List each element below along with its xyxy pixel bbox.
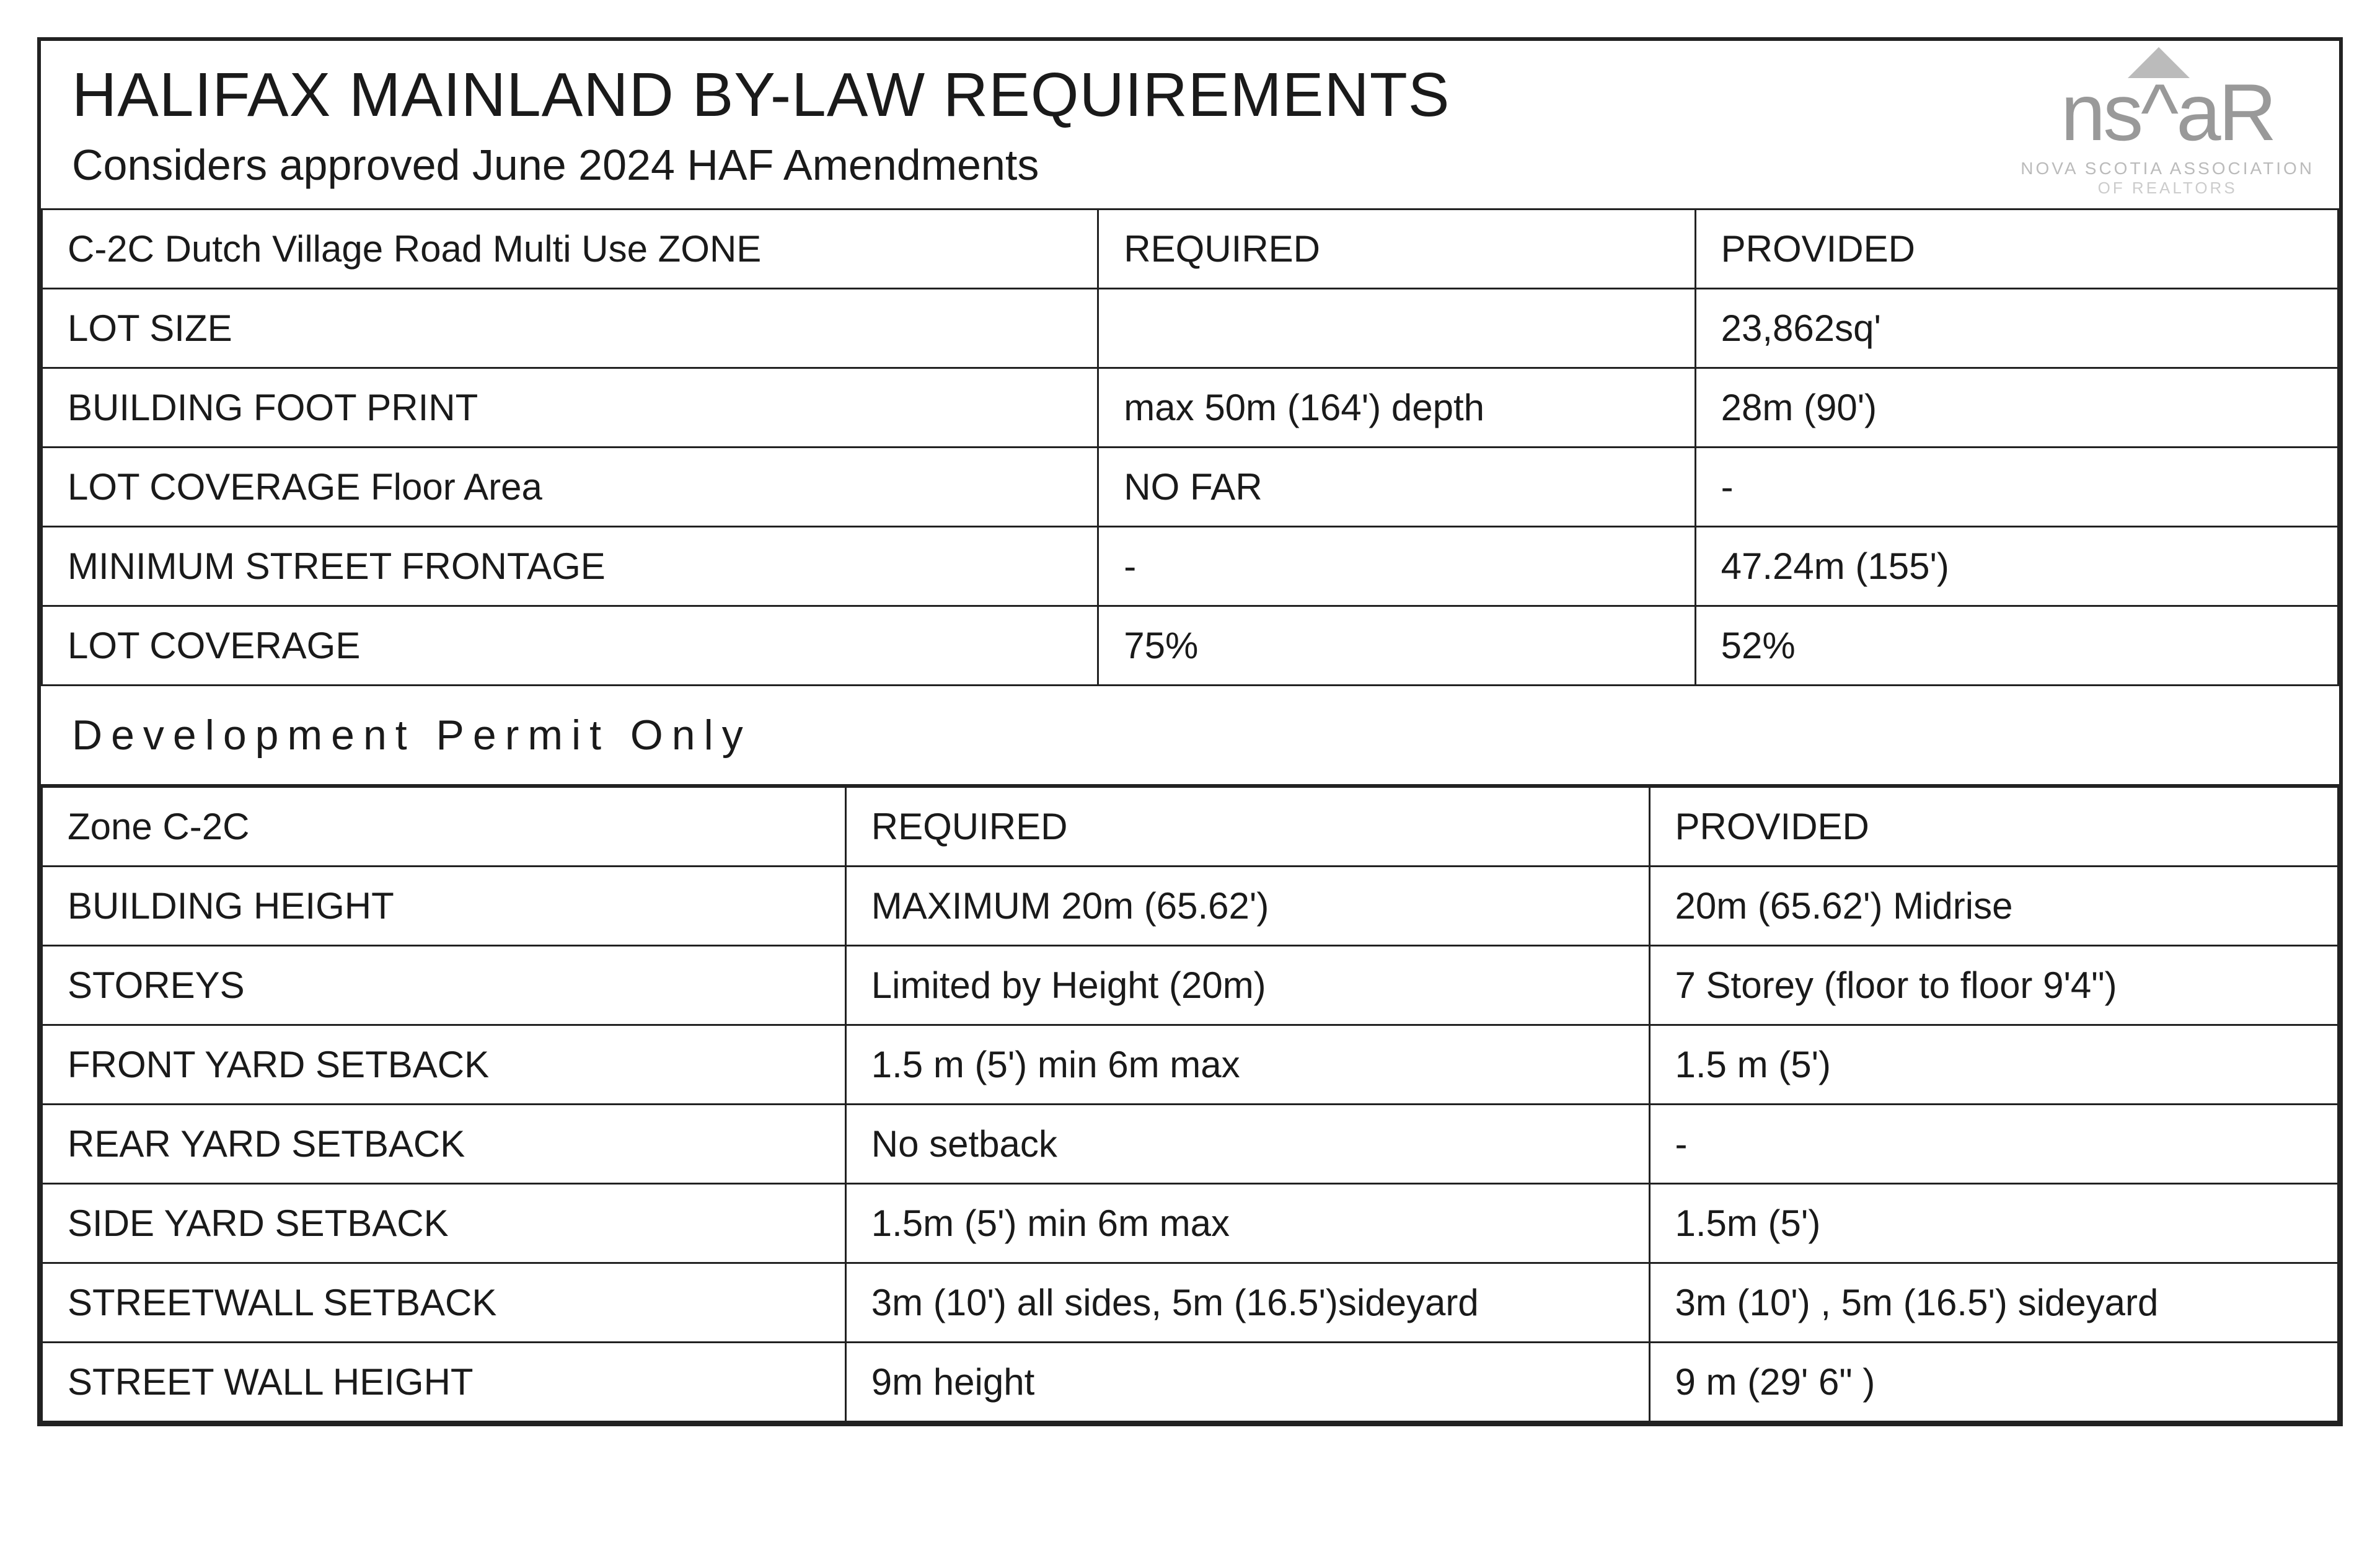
row-required: - — [1098, 527, 1695, 606]
table-row: REAR YARD SETBACK No setback - — [42, 1105, 2338, 1184]
row-label: LOT COVERAGE Floor Area — [42, 448, 1098, 527]
row-provided: 47.24m (155') — [1695, 527, 2338, 606]
row-required: 3m (10') all sides, 5m (16.5')sideyard — [845, 1263, 1649, 1343]
table-row: BUILDING HEIGHT MAXIMUM 20m (65.62') 20m… — [42, 867, 2338, 946]
row-provided: 20m (65.62') Midrise — [1649, 867, 2338, 946]
table-row: BUILDING FOOT PRINT max 50m (164') depth… — [42, 368, 2338, 448]
row-provided: 23,862sq' — [1695, 289, 2338, 368]
row-label: SIDE YARD SETBACK — [42, 1184, 846, 1263]
page-subtitle: Considers approved June 2024 HAF Amendme… — [72, 140, 2308, 190]
row-provided: 1.5 m (5') — [1649, 1025, 2338, 1105]
row-label: FRONT YARD SETBACK — [42, 1025, 846, 1105]
table-row: LOT COVERAGE Floor Area NO FAR - — [42, 448, 2338, 527]
row-provided: - — [1695, 448, 2338, 527]
logo-house-icon: ^ — [2141, 72, 2176, 152]
row-provided: 1.5m (5') — [1649, 1184, 2338, 1263]
row-required — [1098, 289, 1695, 368]
table-row: C-2C Dutch Village Road Multi Use ZONE R… — [42, 210, 2338, 289]
table-row: Zone C-2C REQUIRED PROVIDED — [42, 787, 2338, 867]
table-row: FRONT YARD SETBACK 1.5 m (5') min 6m max… — [42, 1025, 2338, 1105]
provided-header: PROVIDED — [1695, 210, 2338, 289]
table-row: STREET WALL HEIGHT 9m height 9 m (29' 6"… — [42, 1343, 2338, 1422]
row-required: Limited by Height (20m) — [845, 946, 1649, 1025]
required-header: REQUIRED — [1098, 210, 1695, 289]
zone-requirements-table-2: Zone C-2C REQUIRED PROVIDED BUILDING HEI… — [41, 786, 2339, 1423]
row-provided: - — [1649, 1105, 2338, 1184]
table-row: SIDE YARD SETBACK 1.5m (5') min 6m max 1… — [42, 1184, 2338, 1263]
logo-text-left: ns — [2061, 67, 2141, 157]
row-provided: 3m (10') , 5m (16.5') sideyard — [1649, 1263, 2338, 1343]
row-label: MINIMUM STREET FRONTAGE — [42, 527, 1098, 606]
zone-requirements-table-1: C-2C Dutch Village Road Multi Use ZONE R… — [41, 208, 2339, 686]
table-row: LOT COVERAGE 75% 52% — [42, 606, 2338, 686]
nsar-logo: ns^aR NOVA SCOTIA ASSOCIATION OF REALTOR… — [2021, 72, 2314, 198]
logo-subtitle-1: NOVA SCOTIA ASSOCIATION — [2021, 159, 2314, 179]
table-row: MINIMUM STREET FRONTAGE - 47.24m (155') — [42, 527, 2338, 606]
row-label: REAR YARD SETBACK — [42, 1105, 846, 1184]
row-required: No setback — [845, 1105, 1649, 1184]
row-label: BUILDING HEIGHT — [42, 867, 846, 946]
row-required: 75% — [1098, 606, 1695, 686]
required-header: REQUIRED — [845, 787, 1649, 867]
row-required: NO FAR — [1098, 448, 1695, 527]
row-label: STREETWALL SETBACK — [42, 1263, 846, 1343]
row-label: LOT COVERAGE — [42, 606, 1098, 686]
zone-cell: C-2C Dutch Village Road Multi Use ZONE — [42, 210, 1098, 289]
page-title: HALIFAX MAINLAND BY-LAW REQUIREMENTS — [72, 60, 2308, 131]
table-row: LOT SIZE 23,862sq' — [42, 289, 2338, 368]
row-provided: 28m (90') — [1695, 368, 2338, 448]
provided-header: PROVIDED — [1649, 787, 2338, 867]
table-row: STREETWALL SETBACK 3m (10') all sides, 5… — [42, 1263, 2338, 1343]
row-provided: 9 m (29' 6" ) — [1649, 1343, 2338, 1422]
header: HALIFAX MAINLAND BY-LAW REQUIREMENTS Con… — [41, 41, 2339, 208]
row-provided: 52% — [1695, 606, 2338, 686]
row-label: LOT SIZE — [42, 289, 1098, 368]
row-required: 9m height — [845, 1343, 1649, 1422]
row-label: STREET WALL HEIGHT — [42, 1343, 846, 1422]
table-row: STOREYS Limited by Height (20m) 7 Storey… — [42, 946, 2338, 1025]
logo-text-right: aR — [2176, 67, 2274, 157]
section-heading: Development Permit Only — [41, 686, 2339, 786]
row-label: BUILDING FOOT PRINT — [42, 368, 1098, 448]
row-required: max 50m (164') depth — [1098, 368, 1695, 448]
row-required: 1.5m (5') min 6m max — [845, 1184, 1649, 1263]
row-required: 1.5 m (5') min 6m max — [845, 1025, 1649, 1105]
row-provided: 7 Storey (floor to floor 9'4") — [1649, 946, 2338, 1025]
row-label: STOREYS — [42, 946, 846, 1025]
logo-subtitle-2: OF REALTORS — [2021, 179, 2314, 198]
row-required: MAXIMUM 20m (65.62') — [845, 867, 1649, 946]
document-frame: HALIFAX MAINLAND BY-LAW REQUIREMENTS Con… — [37, 37, 2343, 1426]
zone-cell: Zone C-2C — [42, 787, 846, 867]
